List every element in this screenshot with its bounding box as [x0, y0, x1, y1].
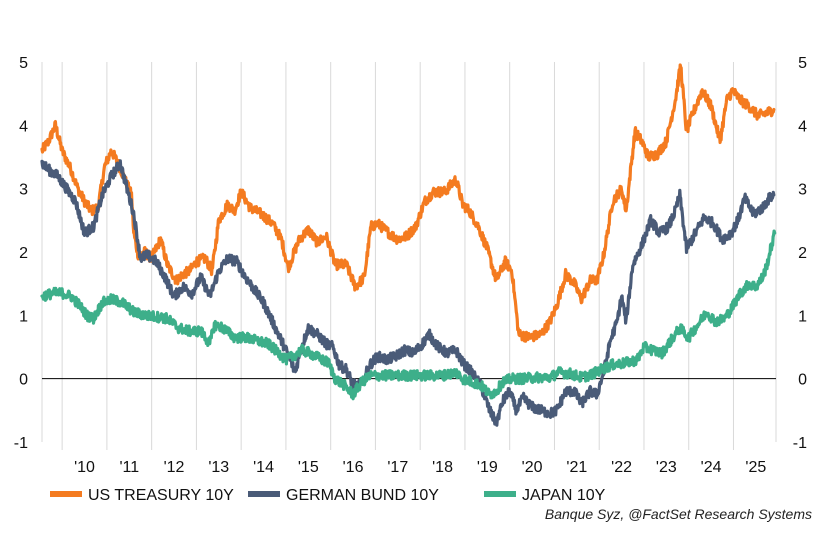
y-tick-label-left: 4: [19, 118, 28, 135]
series-line-1: [40, 63, 776, 343]
x-tick-label: '15: [298, 459, 319, 476]
x-tick-label: '24: [701, 459, 722, 476]
y-tick-label-left: 3: [19, 182, 28, 199]
y-tick-label-right: 2: [798, 245, 807, 262]
y-tick-label-left: 1: [19, 308, 28, 325]
y-tick-label-left: 0: [19, 372, 28, 389]
x-tick-label: '20: [522, 459, 543, 476]
y-tick-label-left: 2: [19, 245, 28, 262]
y-tick-label-right: 3: [798, 182, 807, 199]
y-tick-label-right: -1: [793, 435, 807, 452]
x-tick-label: '23: [656, 459, 677, 476]
x-tick-label: '14: [253, 459, 274, 476]
x-tick-label: '18: [432, 459, 453, 476]
x-tick-label: '19: [477, 459, 498, 476]
legend-label: US TREASURY 10Y: [88, 487, 234, 504]
source-text: Banque Syz, @FactSet Research Systems: [545, 506, 812, 522]
legend-label: JAPAN 10Y: [522, 487, 606, 504]
y-tick-label-right: 4: [798, 118, 807, 135]
y-tick-label-left: 5: [19, 55, 28, 72]
x-tick-label: '25: [745, 459, 766, 476]
series-line-3: [40, 229, 777, 401]
x-tick-label: '16: [343, 459, 364, 476]
x-tick-label: '11: [119, 459, 139, 476]
y-ticks-left: -1 0 1 2 3 4 5: [14, 55, 28, 452]
x-tick-label: '13: [208, 459, 229, 476]
x-tick-label: '12: [164, 459, 185, 476]
series-group: [40, 63, 777, 427]
y-tick-label-right: 1: [798, 308, 807, 325]
y-ticks-right: -1 0 1 2 3 4 5: [793, 55, 807, 452]
y-tick-label-left: -1: [14, 435, 28, 452]
legend: US TREASURY 10Y GERMAN BUND 10Y JAPAN 10Y: [50, 487, 606, 504]
x-ticks: '10 '11 '12 '13 '14 '15 '16 '17 '18 '19 '20 '21 '22 '…: [74, 459, 766, 476]
series-line-2: [40, 159, 776, 427]
x-tick-label: '22: [611, 459, 632, 476]
x-tick-label: '21: [566, 459, 587, 476]
x-tick-label: '17: [387, 459, 408, 476]
x-tick-label: '10: [74, 459, 95, 476]
legend-label: GERMAN BUND 10Y: [286, 487, 439, 504]
y-tick-label-right: 5: [798, 55, 807, 72]
y-tick-label-right: 0: [798, 372, 807, 389]
